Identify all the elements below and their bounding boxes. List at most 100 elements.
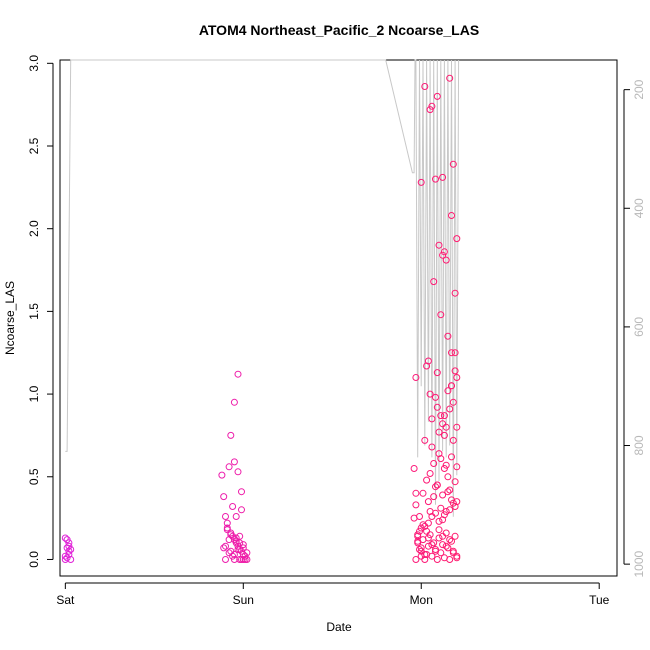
y2-axis: 200 400 600 800 1000	[623, 79, 646, 577]
data-point	[61, 556, 69, 563]
data-point	[428, 541, 436, 549]
data-point	[442, 461, 450, 469]
data-point	[440, 465, 448, 472]
data-point	[223, 526, 231, 534]
data-point	[444, 387, 452, 395]
data-point	[449, 160, 457, 168]
data-point	[243, 549, 251, 557]
data-point	[448, 537, 455, 545]
data-point	[238, 488, 245, 496]
chart-title: ATOM4 Northeast_Pacific_2 Ncoarse_LAS	[199, 22, 479, 38]
data-point	[232, 534, 240, 542]
data-point	[220, 544, 228, 552]
data-point	[453, 374, 461, 381]
data-point	[440, 248, 448, 256]
y-tick-label: 3.0	[27, 55, 41, 72]
data-point	[446, 536, 454, 544]
data-point	[451, 367, 459, 375]
data-point	[437, 412, 445, 420]
data-point	[433, 403, 441, 411]
x-tick-label: Sun	[233, 593, 254, 607]
data-point	[220, 493, 228, 501]
data-point	[451, 478, 459, 486]
data-point	[444, 332, 452, 340]
data-point	[433, 369, 441, 377]
data-point	[428, 513, 436, 520]
data-point	[449, 398, 457, 406]
data-point	[236, 532, 244, 540]
data-point	[435, 517, 443, 525]
data-point	[442, 508, 450, 515]
data-point	[238, 506, 245, 514]
data-point	[453, 498, 461, 506]
data-point	[416, 546, 423, 553]
data-point	[446, 74, 454, 82]
data-point	[227, 431, 235, 439]
data-point	[428, 552, 436, 560]
data-point	[234, 370, 242, 378]
data-point	[412, 501, 420, 509]
data-point	[426, 390, 434, 398]
data-point	[232, 537, 240, 545]
data-point	[230, 556, 238, 563]
data-point	[448, 349, 455, 357]
data-point	[444, 488, 452, 496]
data-point	[442, 529, 450, 537]
data-point	[448, 453, 455, 461]
data-point	[451, 503, 459, 510]
data-point	[439, 420, 447, 428]
y-tick-label: 2.5	[27, 137, 41, 154]
points-layer	[61, 74, 461, 563]
data-point	[225, 463, 233, 471]
y-tick-label: 0.0	[27, 551, 41, 568]
y-tick-label: 1.0	[27, 385, 41, 402]
data-point	[439, 251, 447, 259]
x-tick-label: Mon	[410, 593, 433, 607]
data-point	[453, 463, 461, 471]
data-point	[432, 175, 439, 183]
data-point	[239, 551, 247, 558]
data-point	[421, 436, 429, 444]
data-point	[439, 491, 447, 499]
x-tick-label: Tue	[589, 593, 610, 607]
data-point	[440, 412, 448, 420]
data-point	[230, 458, 238, 466]
data-point	[417, 178, 425, 186]
data-point	[222, 556, 229, 563]
data-point	[236, 546, 244, 553]
data-point	[414, 537, 422, 545]
data-point	[444, 544, 452, 552]
y2-tick-label: 200	[632, 79, 646, 99]
data-point	[232, 513, 240, 520]
data-point	[222, 513, 229, 520]
data-point	[423, 527, 431, 535]
data-point	[435, 241, 443, 249]
y-axis: 0.0 0.5 1.0 1.5 2.0 2.5 3.0	[27, 55, 54, 568]
altitude-line	[65, 59, 460, 517]
data-point	[239, 544, 247, 552]
data-point	[430, 493, 438, 501]
data-point	[426, 106, 434, 114]
data-point	[442, 256, 450, 264]
data-point	[410, 465, 418, 472]
data-point	[65, 539, 73, 547]
data-point	[435, 526, 443, 534]
data-point	[241, 552, 249, 560]
data-point	[419, 489, 427, 497]
data-point	[410, 514, 418, 522]
data-point	[432, 483, 439, 491]
data-point	[222, 542, 229, 550]
x-axis-label: Date	[326, 620, 352, 634]
data-point	[65, 542, 73, 550]
data-point	[417, 524, 425, 532]
data-point	[428, 415, 436, 423]
data-point	[424, 519, 432, 527]
data-point	[448, 212, 455, 219]
data-point	[439, 516, 447, 524]
data-point	[421, 551, 429, 558]
data-point	[446, 506, 454, 514]
data-point	[424, 534, 432, 542]
data-point	[218, 471, 226, 479]
data-point	[435, 534, 443, 542]
